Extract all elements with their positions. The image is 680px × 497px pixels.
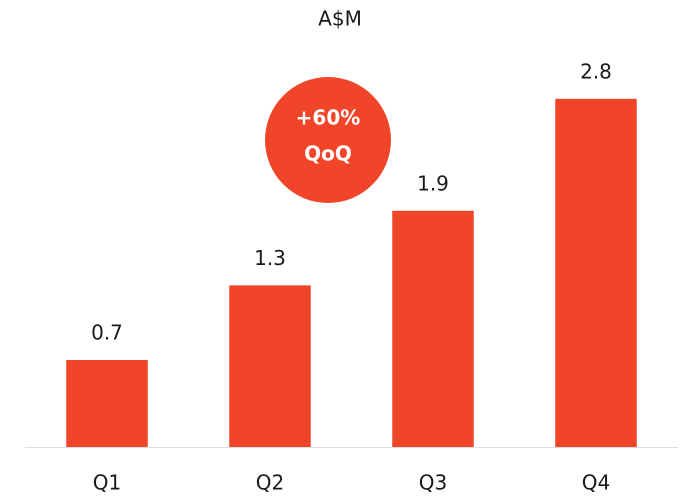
value-label: 1.3 — [254, 246, 286, 270]
value-label: 0.7 — [91, 320, 123, 344]
value-label: 1.9 — [417, 171, 449, 195]
bar — [392, 210, 474, 447]
x-tick-label: Q1 — [93, 471, 121, 495]
annotation-text: QoQ — [304, 142, 352, 166]
x-tick-label: Q4 — [582, 471, 610, 495]
bar — [229, 285, 311, 447]
value-label: 2.8 — [580, 59, 612, 83]
annotation-badge — [265, 77, 391, 203]
bar — [66, 359, 148, 447]
annotation-text: +60% — [296, 106, 361, 130]
x-tick-label: Q3 — [419, 471, 447, 495]
chart-title: A$M — [318, 7, 362, 31]
x-tick-label: Q2 — [256, 471, 284, 495]
bar — [555, 98, 637, 447]
